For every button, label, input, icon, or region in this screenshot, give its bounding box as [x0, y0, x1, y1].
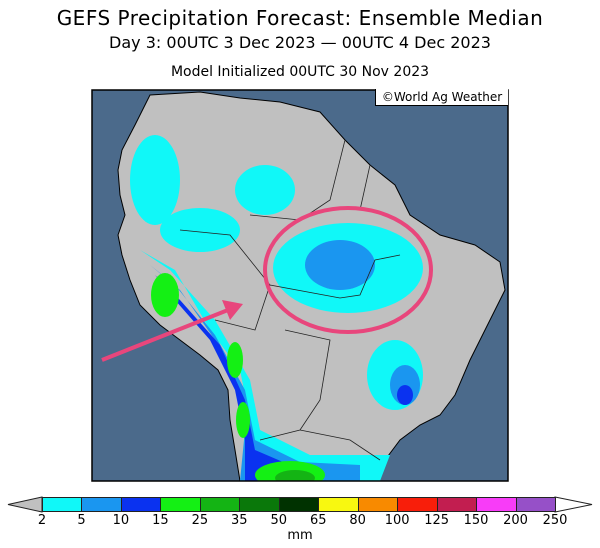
- highlight-ellipse: [263, 206, 433, 334]
- colorbar-segment: [160, 497, 201, 512]
- colorbar-below-arrow: [7, 496, 43, 513]
- colorbar-above-arrow: [554, 496, 593, 513]
- colorbar-segment: [81, 497, 122, 512]
- colorbar-tick-label: 35: [231, 513, 248, 528]
- colorbar-tick-label: 80: [349, 513, 366, 528]
- credit-label: ©World Ag Weather: [375, 89, 508, 106]
- colorbar-tick-label: 200: [503, 513, 528, 528]
- precip-10-15mm: [155, 275, 413, 481]
- country-borders: [179, 139, 401, 461]
- colorbar-segment: [357, 497, 399, 512]
- colorbar-tick-label: 2: [37, 513, 47, 528]
- figure-title: GEFS Precipitation Forecast: Ensemble Me…: [56, 6, 544, 30]
- colorbar-tick-label: 10: [112, 513, 130, 528]
- colorbar-tick-label: 50: [270, 513, 288, 528]
- colorbar-segment: [278, 497, 320, 512]
- colorbar-segment: [199, 497, 241, 512]
- colorbar-segment: [42, 497, 83, 512]
- colorbar-segment: [397, 497, 438, 512]
- colorbar-tick-label: 15: [152, 513, 169, 528]
- colorbar-unit: mm: [287, 528, 313, 543]
- colorbar-segment: [120, 497, 162, 512]
- colorbar-segment: [239, 497, 280, 512]
- colorbar-tick-label: 100: [384, 513, 410, 528]
- colorbar-tick-label: 65: [309, 513, 327, 528]
- highlight-arrow: [101, 300, 243, 362]
- colorbar-tick-label: 125: [424, 513, 450, 528]
- precip-2-5mm: [130, 135, 423, 481]
- colorbar-segment: [515, 497, 556, 512]
- colorbar-segment: [476, 497, 517, 512]
- colorbar-tick-label: 250: [542, 513, 568, 528]
- colorbar-tick-label: 5: [77, 513, 86, 528]
- precip-25-35mm: [275, 470, 315, 481]
- colorbar-tick-label: 25: [191, 513, 209, 528]
- colorbar-tick-label: 150: [463, 513, 489, 528]
- map-frame: [91, 89, 509, 482]
- model-init-time: Model Initialized 00UTC 30 Nov 2023: [170, 64, 430, 80]
- colorbar-segment: [436, 497, 478, 512]
- colorbar-segment: [318, 497, 359, 512]
- forecast-period: Day 3: 00UTC 3 Dec 2023 — 00UTC 4 Dec 20…: [109, 33, 491, 52]
